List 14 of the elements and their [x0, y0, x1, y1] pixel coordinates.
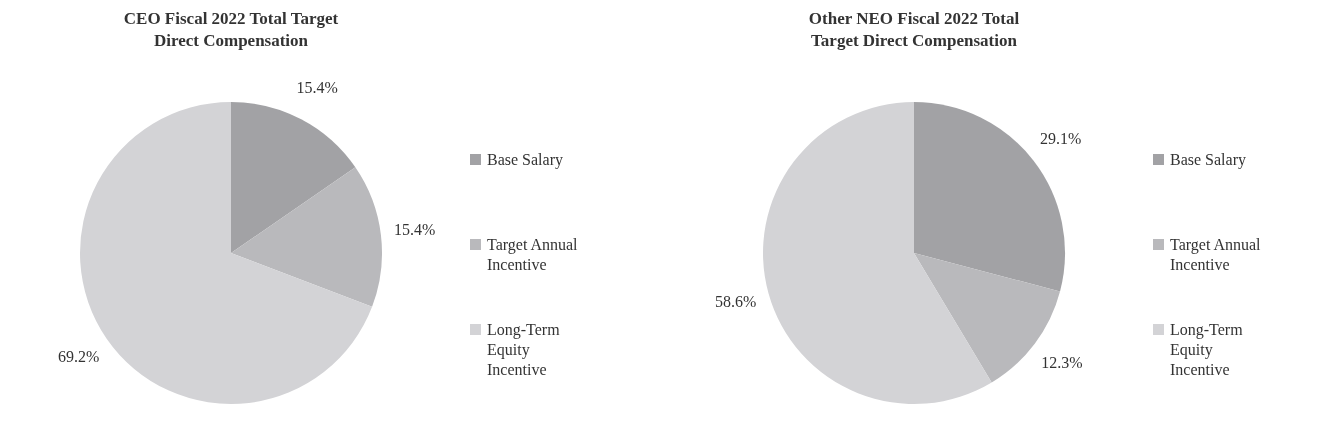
- chart-title: CEO Fiscal 2022 Total Target Direct Compensation: [122, 8, 340, 52]
- data-label: 12.3%: [1041, 354, 1083, 372]
- data-label: 15.4%: [296, 79, 338, 97]
- data-label: 58.6%: [715, 292, 757, 310]
- legend-label: Long-Term Equity Incentive: [1170, 320, 1244, 380]
- chart-title: Other NEO Fiscal 2022 Total Target Direct Compensation: [807, 8, 1021, 52]
- data-label: 29.1%: [1039, 130, 1082, 148]
- legend-label: Base Salary: [487, 150, 563, 170]
- legend-label: Target Annual Incentive: [1170, 235, 1262, 275]
- data-label: 15.4%: [394, 221, 436, 239]
- legend-label: Base Salary: [1170, 150, 1246, 170]
- data-label: 69.2%: [57, 348, 100, 366]
- legend-label: Target Annual Incentive: [487, 235, 579, 275]
- legend-label: Long-Term Equity Incentive: [487, 320, 561, 380]
